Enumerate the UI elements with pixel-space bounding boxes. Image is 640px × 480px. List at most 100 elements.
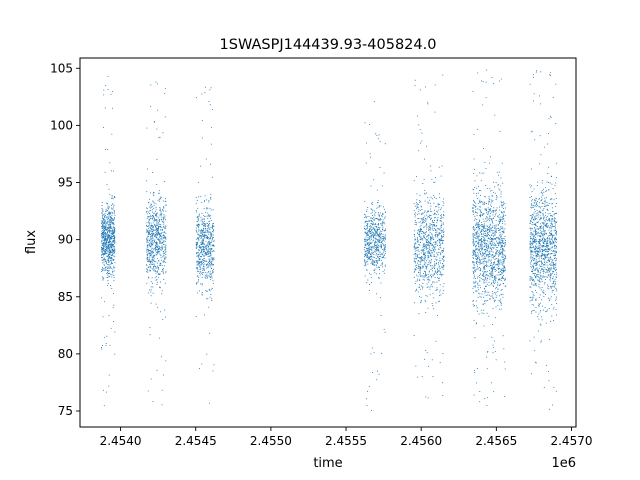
data-point <box>156 246 157 248</box>
data-point <box>196 253 198 255</box>
data-point <box>483 312 485 314</box>
data-point <box>211 257 213 259</box>
data-point <box>490 238 492 240</box>
data-point <box>210 245 212 247</box>
data-point <box>104 232 106 234</box>
data-point <box>102 209 104 211</box>
data-point <box>207 263 209 265</box>
data-point <box>108 216 110 218</box>
data-point <box>204 228 206 230</box>
data-point <box>208 288 210 290</box>
data-point <box>472 236 474 238</box>
data-point <box>428 276 430 278</box>
data-point <box>439 289 441 291</box>
data-point <box>413 277 415 278</box>
data-point <box>472 257 474 259</box>
data-point <box>492 296 494 298</box>
data-point <box>493 238 495 240</box>
data-point <box>442 230 444 231</box>
data-point <box>487 294 489 296</box>
data-point <box>374 210 376 212</box>
data-point <box>367 390 368 392</box>
data-point <box>425 274 427 276</box>
data-point <box>109 264 111 266</box>
data-point <box>207 246 209 248</box>
data-point <box>160 233 162 235</box>
data-point <box>366 255 368 257</box>
data-point <box>492 352 494 354</box>
data-point <box>418 264 420 265</box>
data-point <box>201 202 203 204</box>
data-point <box>546 251 548 253</box>
data-point <box>102 266 104 268</box>
data-point <box>103 225 105 227</box>
data-point <box>473 192 475 194</box>
data-point <box>201 250 203 252</box>
data-point <box>367 250 368 252</box>
data-point <box>424 211 426 213</box>
data-point <box>156 279 158 280</box>
data-point <box>196 261 198 263</box>
data-point <box>374 230 376 231</box>
data-point <box>426 192 427 194</box>
data-point <box>204 253 206 254</box>
data-point <box>479 219 481 221</box>
data-point <box>484 243 486 245</box>
data-point <box>497 281 498 283</box>
data-point <box>424 244 426 246</box>
data-point <box>434 228 435 230</box>
data-point <box>438 248 440 250</box>
data-point <box>492 241 494 243</box>
data-point <box>366 255 368 256</box>
data-point <box>495 287 497 289</box>
data-point <box>211 127 213 129</box>
data-point <box>476 290 478 292</box>
data-point <box>165 254 167 255</box>
data-point <box>423 263 425 265</box>
data-point <box>114 267 116 269</box>
data-point <box>210 87 212 89</box>
data-point <box>490 295 492 297</box>
data-point <box>436 229 438 231</box>
data-point <box>414 270 416 272</box>
data-point <box>164 240 166 242</box>
data-point <box>111 241 113 243</box>
data-point <box>209 263 211 265</box>
data-point <box>161 248 163 250</box>
data-point <box>209 243 211 244</box>
data-point <box>424 200 426 202</box>
data-point <box>421 214 423 215</box>
data-point <box>420 239 422 241</box>
data-point <box>491 266 493 268</box>
data-point <box>162 208 163 210</box>
data-point <box>489 276 491 278</box>
data-point <box>110 236 112 238</box>
data-point <box>479 228 481 229</box>
data-point <box>486 230 488 231</box>
data-point <box>208 231 210 233</box>
data-point <box>196 243 198 245</box>
data-point <box>114 227 116 229</box>
data-point <box>105 252 107 254</box>
data-point <box>492 307 494 309</box>
data-point <box>146 238 148 240</box>
data-point <box>489 230 490 232</box>
data-point <box>104 243 106 245</box>
data-point <box>547 240 549 242</box>
data-point <box>149 252 151 254</box>
data-point <box>500 193 502 195</box>
data-point <box>154 241 155 243</box>
data-point <box>366 232 368 234</box>
data-point <box>151 206 153 208</box>
data-point <box>477 237 479 239</box>
data-point <box>480 250 482 252</box>
data-point <box>430 244 432 246</box>
data-point <box>478 225 480 227</box>
data-point <box>105 243 107 245</box>
data-point <box>208 221 210 223</box>
data-point <box>199 235 201 237</box>
data-point <box>109 235 111 237</box>
data-point <box>493 210 495 212</box>
data-point <box>479 240 481 242</box>
data-point <box>376 260 378 262</box>
